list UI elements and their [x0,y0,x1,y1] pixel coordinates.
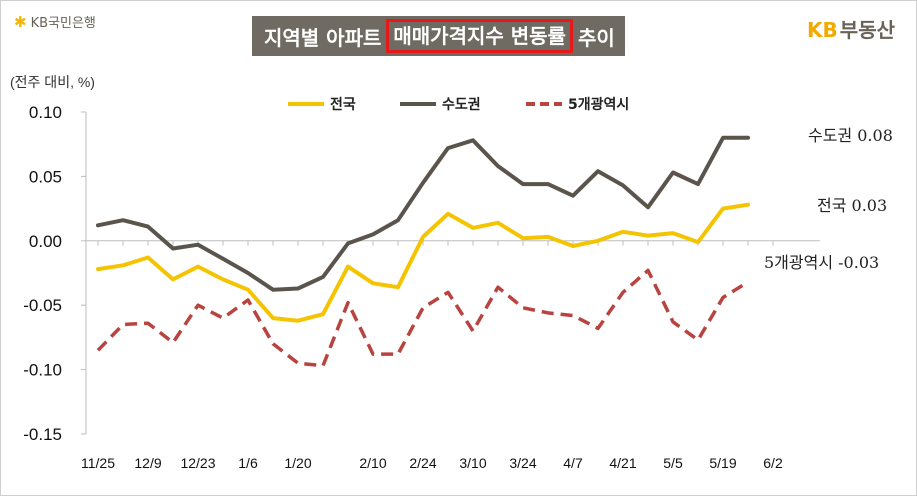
end-label-0: 전국 0.03 [817,196,887,215]
title-highlight: 매매가격지수 변동률 [386,19,573,53]
x-tick-label: 1/6 [238,455,258,471]
legend: 전국 수도권 5개광역시 [288,96,629,113]
x-tick-label: 12/9 [134,455,161,471]
x-tick-label: 3/24 [509,455,536,471]
legend-label-2: 5개광역시 [568,96,629,113]
x-tick-label: 11/25 [81,455,115,471]
title-suffix: 추이 [577,25,615,50]
x-tick-label: 1/20 [284,455,311,471]
x-tick-label: 3/10 [459,455,486,471]
axes: 0.10 0.05 0.00 -0.05 -0.10 -0.15 11/25 12/9 12/2… [23,103,820,471]
x-tick-label: 2/24 [409,455,436,471]
kb-bank-logo: ✱ KB국민은행 [14,12,96,32]
x-tick-label: 5/5 [663,455,683,471]
y-tick-label: 0.10 [29,103,62,122]
x-tick-label: 5/19 [709,455,736,471]
kb-land-logo-text: 부동산 [839,18,895,42]
end-label-2: 5개광역시 -0.03 [764,253,879,272]
kb-land-logo: KB 부동산 [807,14,895,43]
end-label-1: 수도권 0.08 [808,126,893,145]
kb-star-icon: ✱ [14,12,27,31]
x-tick-label: 12/23 [180,455,215,471]
legend-label-0: 전국 [330,96,356,113]
legend-label-1: 수도권 [442,97,481,113]
series-line-0 [96,202,750,323]
unit-label: (전주 대비, %) [10,74,95,90]
series-layer [96,135,750,368]
series-line-1 [96,135,750,292]
y-tick-label: -0.15 [23,425,62,444]
chart-title: 지역별 아파트 매매가격지수 변동률 추이 [252,16,625,56]
kb-land-logo-kb: KB [807,18,838,42]
y-tick-label: 0.00 [29,232,62,251]
y-tick-label: -0.10 [23,361,62,380]
series-line-2 [96,268,749,368]
x-tick-label: 6/2 [763,455,783,471]
x-tick-label: 2/10 [359,455,386,471]
end-labels: 전국 0.03 수도권 0.08 5개광역시 -0.03 [764,126,893,272]
y-tick-label: -0.05 [23,296,62,315]
y-tick-label: 0.05 [29,167,62,186]
kb-bank-logo-text: KB국민은행 [30,16,96,31]
x-tick-label: 4/21 [609,455,636,471]
title-prefix: 지역별 아파트 [264,25,382,50]
x-tick-label: 4/7 [563,455,583,471]
